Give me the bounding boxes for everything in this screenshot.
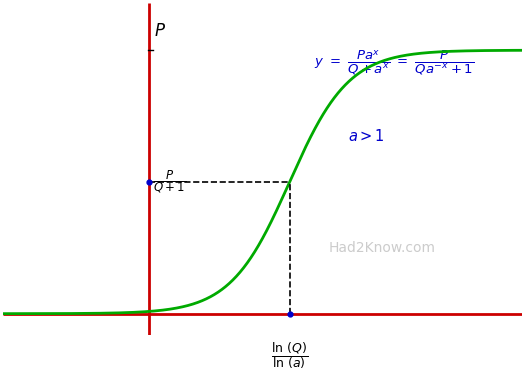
Text: $\dfrac{P}{Q+1}$: $\dfrac{P}{Q+1}$ [153, 169, 186, 195]
Text: $\dfrac{\ln\,(Q)}{\ln\,(a)}$: $\dfrac{\ln\,(Q)}{\ln\,(a)}$ [271, 340, 308, 371]
Text: Had2Know.com: Had2Know.com [329, 241, 435, 256]
Text: $y\ =\ \dfrac{Pa^x}{Q+a^x}\ =\ \dfrac{P}{Qa^{-x}+1}$: $y\ =\ \dfrac{Pa^x}{Q+a^x}\ =\ \dfrac{P}… [314, 48, 475, 77]
Text: $a > 1$: $a > 1$ [348, 128, 385, 144]
Text: $P$: $P$ [154, 22, 166, 40]
